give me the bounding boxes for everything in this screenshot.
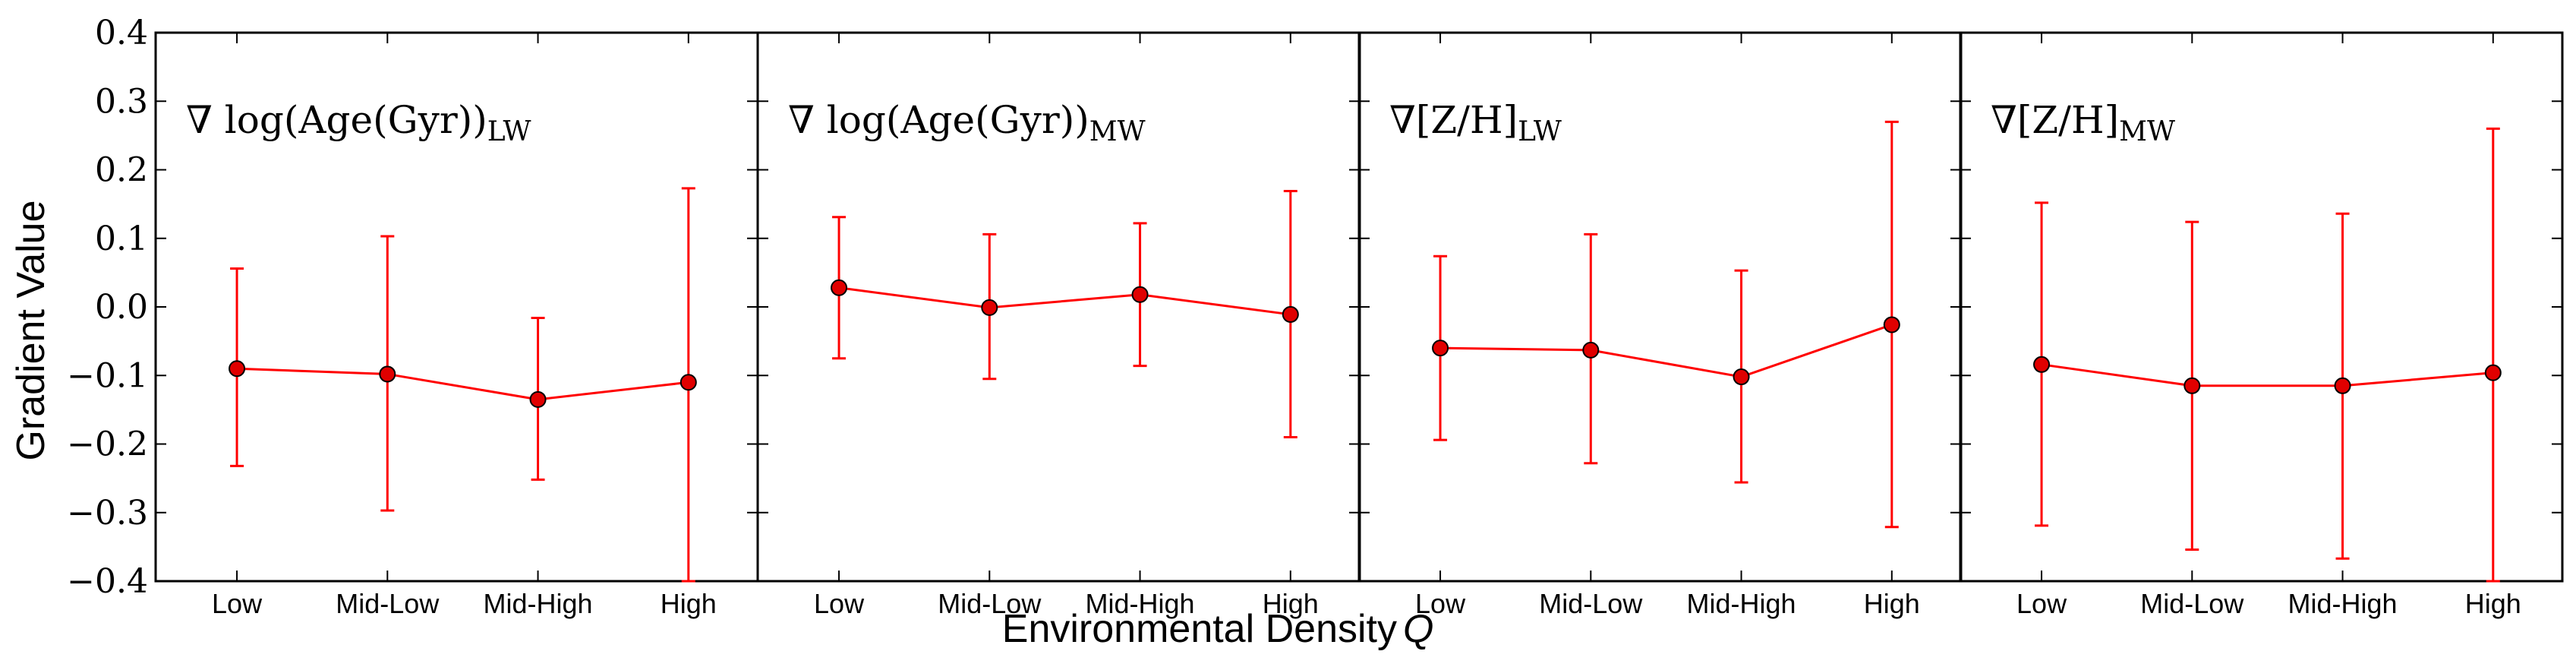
- x-tick-label: Mid-High: [484, 588, 593, 619]
- x-tick-label: Low: [1415, 588, 1466, 619]
- x-tick-label: Low: [814, 588, 865, 619]
- series-line: [237, 367, 689, 401]
- panels: −0.4 −0.3 −0.2 −0.1 0.0 0.1 0.2 0.3 0.4 Low Mid-Lo…: [67, 14, 2564, 619]
- data-point: [2183, 377, 2201, 394]
- panel-title: ∇ log(Age(Gyr))MW: [788, 98, 1146, 147]
- x-tick-label: Low: [2016, 588, 2067, 619]
- data-point: [529, 390, 547, 408]
- x-tick-label: High: [2465, 588, 2521, 619]
- data-point: [1582, 341, 1600, 359]
- panel-title: ∇[Z/H]MW: [1991, 98, 2175, 147]
- data-point: [831, 279, 848, 296]
- x-axis-title-symbol: Q: [1403, 607, 1433, 651]
- y-tick-label: −0.3: [67, 494, 148, 533]
- data-point: [1432, 340, 1449, 357]
- x-tick-label: Mid-High: [1687, 588, 1796, 619]
- x-axis-title: Environmental Density: [1002, 607, 1397, 651]
- panel-2: Low Mid-Low Mid-High High ∇ log(Age(Gyr))MW: [756, 31, 1361, 619]
- x-tick-label: Mid-Low: [938, 588, 1042, 619]
- panel-title-subscript: LW: [487, 116, 531, 147]
- y-tick-label: 0.1: [95, 220, 148, 258]
- panel-title-subscript: MW: [2119, 116, 2175, 147]
- data-point: [229, 360, 246, 378]
- panel-title-main: ∇ log(Age(Gyr)): [186, 98, 487, 142]
- panel-title-main: ∇[Z/H]: [1389, 98, 1518, 142]
- series-line: [838, 286, 1291, 316]
- panel-title: ∇ log(Age(Gyr))LW: [186, 98, 531, 147]
- x-tick-label: Low: [212, 588, 263, 619]
- data-point: [379, 365, 396, 383]
- y-tick-label: 0.2: [95, 151, 148, 190]
- data-point: [981, 299, 998, 316]
- data-point: [1282, 305, 1299, 323]
- y-tick-label: 0.4: [95, 14, 148, 52]
- series-line: [1440, 324, 1893, 378]
- x-tick-label: High: [1263, 588, 1319, 619]
- x-tick-label: High: [661, 588, 717, 619]
- y-axis-title: Gradient Value: [9, 200, 53, 460]
- y-tick-label: −0.1: [67, 356, 148, 395]
- series-line: [2041, 363, 2493, 387]
- panel-1: −0.4 −0.3 −0.2 −0.1 0.0 0.1 0.2 0.3 0.4 Low Mid-Lo…: [67, 14, 759, 619]
- y-tick-label: −0.2: [67, 425, 148, 464]
- data-point: [1131, 286, 1149, 303]
- x-tick-label: Mid-High: [2288, 588, 2398, 619]
- data-point: [2484, 364, 2502, 381]
- x-tick-label: Mid-Low: [336, 588, 440, 619]
- x-tick-label: Mid-Low: [2140, 588, 2244, 619]
- data-point: [2033, 356, 2051, 373]
- y-tick-label: 0.3: [95, 82, 148, 121]
- panel-3: Low Mid-Low Mid-High High ∇[Z/H]LW: [1357, 31, 1963, 619]
- panel-4: Low Mid-Low Mid-High High ∇[Z/H]MW: [1959, 31, 2564, 619]
- panel-title-subscript: LW: [1518, 116, 1562, 147]
- panel-title-subscript: MW: [1089, 116, 1146, 147]
- panel-title-main: ∇[Z/H]: [1991, 98, 2119, 142]
- panel-title-main: ∇ log(Age(Gyr)): [788, 98, 1089, 142]
- data-point: [2334, 377, 2351, 394]
- x-tick-label: Mid-Low: [1539, 588, 1643, 619]
- y-tick-label: −0.4: [67, 562, 148, 601]
- data-point: [1883, 316, 1900, 334]
- x-tick-label: High: [1864, 588, 1920, 619]
- panel-title: ∇[Z/H]LW: [1389, 98, 1562, 147]
- data-point: [1733, 368, 1750, 386]
- y-tick-label: 0.0: [95, 288, 148, 327]
- x-tick-label: Mid-High: [1086, 588, 1195, 619]
- data-point: [679, 374, 697, 391]
